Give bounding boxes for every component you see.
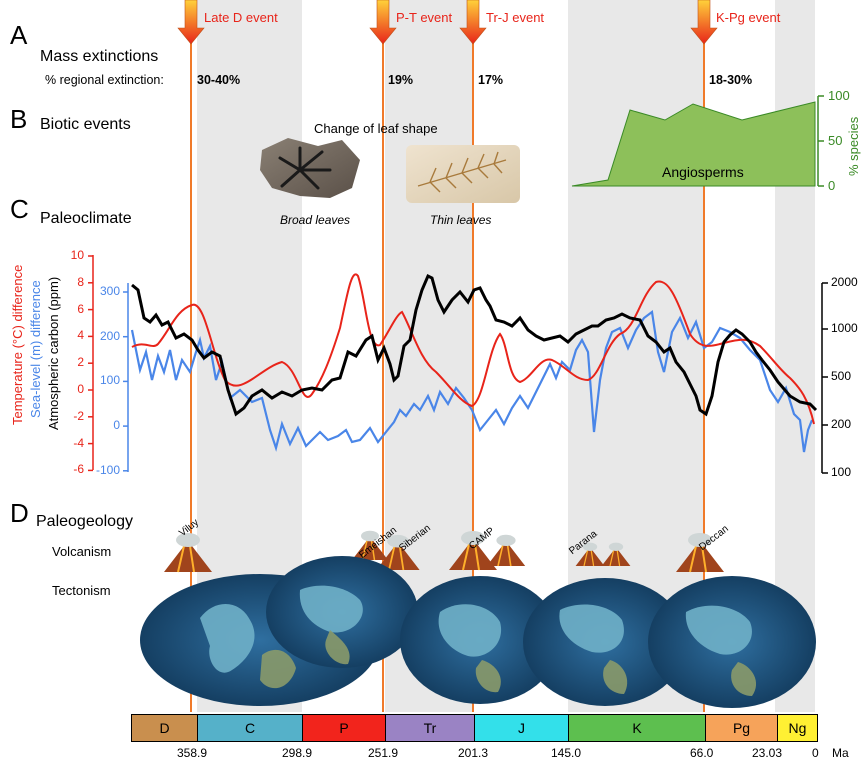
event-label-late-d: Late D event (204, 10, 278, 25)
leaf-shape-title: Change of leaf shape (314, 121, 438, 136)
climate-axes (88, 255, 828, 474)
pct-k-pg: 18-30% (709, 73, 753, 87)
globe-3-icon (400, 576, 560, 704)
pct-tr-j: 17% (478, 73, 504, 87)
carbon-tick-label: 200 (831, 417, 852, 431)
carbon-tick-label: 2000 (831, 275, 858, 289)
temp-tick-label: -4 (73, 435, 84, 450)
section-c-letter: C (10, 194, 29, 224)
tectonism-label: Tectonism (52, 583, 111, 598)
event-label-tr-j: Tr-J event (486, 10, 545, 25)
temp-tick-label: 10 (70, 248, 84, 262)
section-b-letter: B (10, 104, 28, 134)
volcano-icon (575, 542, 605, 567)
sea-axis-title: Sea-level (m) difference (28, 280, 43, 418)
species-axis-title: % species (846, 116, 861, 176)
time-tick-label: 66.0 (690, 746, 714, 760)
volcano-icon (352, 530, 388, 561)
section-d-title: Paleogeology (36, 513, 133, 530)
volcano-shapes (164, 530, 724, 573)
angiosperm-area (571, 101, 816, 187)
species-tick-label-0: 0 (828, 178, 836, 193)
event-label-p-t: P-T event (396, 10, 453, 25)
period-d: D (131, 714, 198, 742)
volcanism-label: Volcanism (52, 544, 112, 559)
pct-p-t: 19% (388, 73, 414, 87)
time-tick-label: 298.9 (282, 746, 313, 760)
section-c-title: Paleoclimate (40, 210, 132, 227)
globe-4-icon (523, 578, 687, 706)
period-k: K (568, 714, 706, 742)
section-b-title: Biotic events (40, 116, 131, 133)
time-tick-label: 145.0 (551, 746, 582, 760)
arrow-k-pg-icon (690, 0, 718, 45)
time-tick-label: 0 (812, 746, 819, 760)
period-j: J (474, 714, 569, 742)
carbon-curve (131, 273, 818, 417)
volcano-icon (376, 534, 420, 571)
angiosperms-label: Angiosperms (662, 164, 744, 180)
arrow-p-t-icon (369, 0, 397, 45)
time-tick-label: 201.3 (458, 746, 489, 760)
section-d-letter: D (10, 498, 29, 528)
sea-tick-label: 300 (99, 284, 120, 298)
broad-leaves-caption: Broad leaves (280, 213, 351, 227)
carbon-tick-label: 1000 (831, 321, 858, 335)
globe-2-icon (266, 556, 418, 668)
temp-tick-label: 6 (77, 301, 84, 316)
temp-tick-label: -2 (73, 408, 84, 423)
volcano-icon (449, 531, 497, 571)
arrow-late-d-icon (177, 0, 205, 45)
section-a-letter: A (10, 20, 28, 50)
carbon-axis-title: Atmospheric carbon (ppm) (46, 276, 61, 430)
carbon-tick-label: 500 (831, 369, 852, 383)
thin-leaves-caption: Thin leaves (430, 213, 492, 227)
time-tick-label: Ma (832, 746, 849, 760)
volcano-icon (486, 534, 526, 567)
time-tick-label: 23.03 (752, 746, 783, 760)
section-a-title: Mass extinctions (40, 48, 159, 65)
time-tick-label: 251.9 (368, 746, 399, 760)
paleogeography-globes (140, 556, 816, 708)
temp-tick-label: 4 (77, 328, 84, 343)
temp-tick-label: -6 (73, 462, 84, 477)
angiosperm-chart (571, 95, 824, 187)
temp-tick-label: 8 (77, 274, 84, 289)
period-ng: Ng (777, 714, 818, 742)
volcano-icon (164, 533, 212, 573)
broad-leaf-fossil-icon (260, 138, 360, 198)
arrow-tr-j-icon (459, 0, 487, 45)
volcano-icon (601, 542, 631, 567)
temp-tick-label: 2 (77, 355, 84, 370)
pct-extinction-label: % regional extinction: (45, 73, 164, 87)
temp-tick-label: 0 (77, 382, 84, 396)
event-label-k-pg: K-Pg event (716, 10, 781, 25)
pct-late-d: 30-40% (197, 73, 241, 87)
period-c: C (197, 714, 303, 742)
species-tick-label-100: 100 (828, 88, 850, 103)
temp-axis-title: Temperature (°C) difference (10, 264, 25, 425)
period-pg: Pg (705, 714, 778, 742)
globe-5-icon (648, 576, 816, 708)
time-tick-label: 358.9 (177, 746, 208, 760)
period-p: P (302, 714, 386, 742)
sea-tick-label: -100 (95, 462, 120, 477)
sea-tick-label: 200 (99, 328, 120, 343)
sea-tick-label: 100 (99, 373, 120, 388)
thin-leaf-fossil-icon (406, 145, 520, 203)
event-arrows (177, 0, 718, 45)
sea-tick-label: 0 (113, 418, 120, 433)
species-tick-label-50: 50 (828, 133, 843, 148)
carbon-tick-label: 100 (831, 465, 852, 479)
temperature-curve (131, 273, 815, 425)
volcano-icon (676, 533, 724, 573)
period-tr: Tr (385, 714, 475, 742)
